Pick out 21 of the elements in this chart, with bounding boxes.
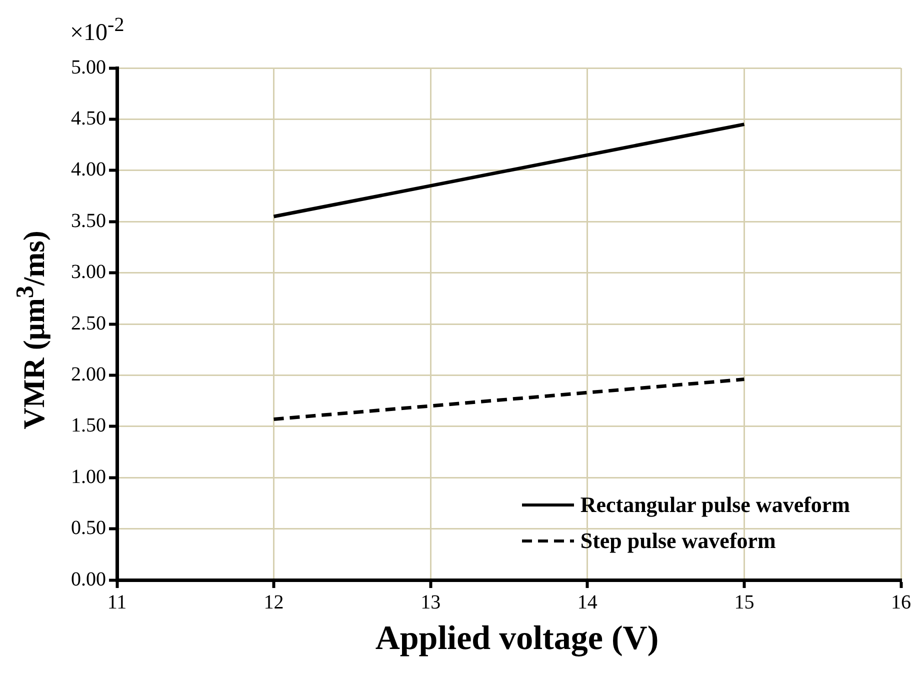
y-tick-label: 2.50	[71, 312, 106, 334]
y-tick-label: 1.50	[71, 414, 106, 437]
x-tick-label: 16	[891, 591, 911, 614]
x-axis-title: Applied voltage (V)	[374, 620, 660, 658]
y-tick-label: 3.00	[71, 261, 106, 284]
x-tick-label: 15	[734, 591, 754, 614]
y-tick-label: 1.00	[71, 466, 106, 488]
y-tick-label: 5.00	[71, 56, 106, 78]
y-tick-label: 2.00	[71, 363, 106, 386]
x-tick-label: 12	[264, 591, 284, 614]
x-tick-label: 11	[107, 591, 127, 614]
y-tick-label: 4.50	[71, 107, 106, 130]
legend-label: Step pulse waveform	[580, 528, 776, 554]
y-tick-label: 3.50	[71, 210, 106, 232]
y-tick-label: 0.00	[71, 568, 106, 590]
x-tick-label: 13	[420, 591, 441, 614]
text: ×10$^{-2}$	[70, 14, 124, 47]
legend-label: Rectangular pulse waveform	[580, 492, 850, 518]
y-tick-label: 0.50	[71, 517, 106, 540]
y-tick-label: 4.00	[71, 158, 106, 181]
x-tick-label: 14	[577, 591, 598, 614]
